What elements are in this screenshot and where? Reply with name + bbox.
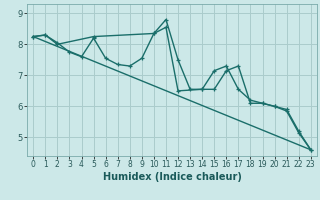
X-axis label: Humidex (Indice chaleur): Humidex (Indice chaleur) (103, 172, 241, 182)
